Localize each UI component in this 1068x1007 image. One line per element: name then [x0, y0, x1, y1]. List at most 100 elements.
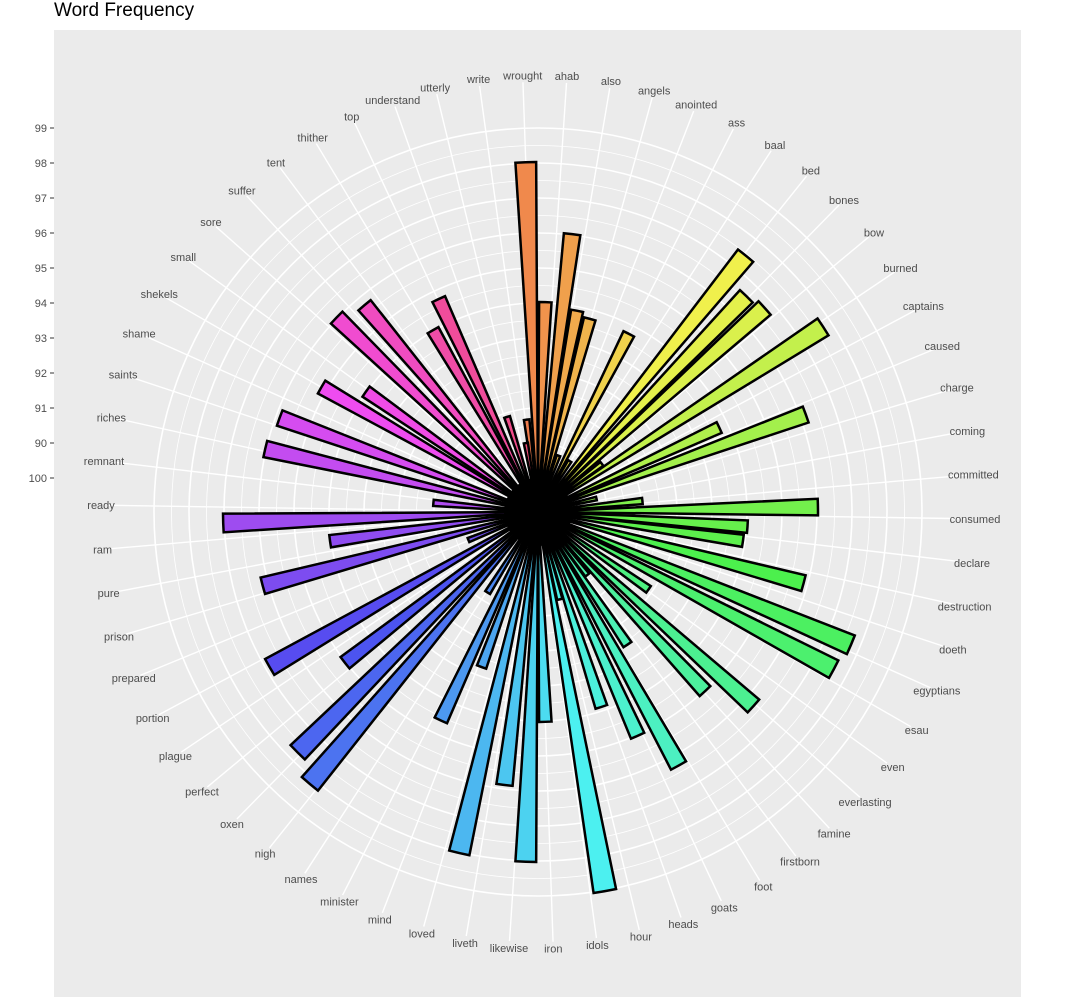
bar — [537, 510, 857, 656]
bar — [356, 298, 539, 513]
bar — [537, 511, 761, 715]
category-label: liveth — [452, 938, 478, 950]
bar — [536, 511, 609, 711]
bar — [537, 510, 746, 549]
category-label: ahab — [555, 71, 579, 83]
category-label: shame — [123, 328, 156, 340]
category-label: ass — [728, 118, 746, 130]
y-tick-label: 92 — [35, 368, 47, 380]
bar — [537, 288, 755, 513]
y-tick-label: 97 — [35, 193, 47, 205]
category-label: angels — [638, 86, 671, 98]
category-label: famine — [818, 828, 851, 840]
bar — [494, 511, 540, 788]
category-label: iron — [544, 944, 562, 956]
bar — [537, 316, 831, 514]
bar — [447, 511, 540, 857]
category-label: burned — [883, 263, 917, 275]
category-label: small — [170, 252, 196, 264]
category-label: oxen — [220, 819, 244, 831]
category-label: consumed — [950, 514, 1001, 526]
bar — [537, 510, 808, 593]
category-label: likewise — [490, 943, 529, 955]
bar — [536, 511, 688, 772]
category-label: prison — [104, 631, 134, 643]
bar — [261, 439, 539, 514]
bar — [536, 300, 553, 513]
category-label: riches — [97, 412, 127, 424]
bar — [288, 511, 539, 762]
bar — [537, 299, 773, 513]
category-label: captains — [903, 301, 944, 313]
category-label: utterly — [420, 82, 450, 94]
category-label: saints — [109, 370, 138, 382]
bar — [327, 510, 539, 549]
bar — [537, 511, 713, 698]
category-label: mind — [368, 914, 392, 926]
category-label: wrought — [502, 70, 542, 82]
bar — [536, 315, 598, 513]
category-label: names — [285, 874, 319, 886]
bar — [537, 497, 820, 517]
bar — [537, 510, 653, 595]
bar — [430, 294, 540, 513]
y-tick-label: 90 — [35, 438, 47, 450]
y-tick-label: 95 — [35, 263, 47, 275]
category-label: prepared — [112, 673, 156, 685]
category-label: esau — [905, 725, 929, 737]
bar — [300, 511, 539, 793]
bar — [536, 511, 646, 741]
category-label: destruction — [938, 602, 992, 614]
bar — [360, 384, 539, 514]
y-tick-label: 93 — [35, 333, 47, 345]
y-tick-label: 100 — [29, 473, 47, 485]
bar — [329, 309, 539, 513]
bar — [514, 160, 540, 513]
bar — [537, 420, 724, 514]
bar — [536, 511, 618, 895]
category-label: doeth — [939, 644, 967, 656]
category-label: bones — [829, 195, 859, 207]
category-label: everlasting — [838, 797, 891, 809]
category-label: suffer — [228, 186, 256, 198]
bar — [536, 511, 553, 724]
y-tick-label: 94 — [35, 298, 47, 310]
bar — [316, 378, 539, 514]
bar — [425, 325, 540, 513]
category-label: minister — [320, 896, 359, 908]
center-hub — [504, 478, 572, 546]
y-tick-label: 91 — [35, 403, 47, 415]
category-label: hour — [630, 932, 652, 944]
category-label: tent — [267, 157, 285, 169]
y-tick-label: 99 — [35, 123, 47, 135]
category-label: ram — [93, 544, 112, 556]
bar — [537, 510, 840, 680]
category-label: ready — [87, 500, 115, 512]
category-labels: wrought ahab also angels anointed ass baal bed b… — [84, 70, 1001, 955]
category-label: write — [466, 74, 490, 86]
category-label: also — [601, 76, 621, 88]
category-label: plague — [159, 751, 192, 763]
bars — [221, 160, 857, 895]
bar — [432, 511, 540, 725]
category-label: charge — [940, 383, 974, 395]
category-label: caused — [924, 341, 959, 353]
category-label: foot — [754, 881, 772, 893]
bar — [536, 329, 636, 513]
y-tick-label: 98 — [35, 158, 47, 170]
category-label: heads — [668, 919, 698, 931]
category-label: portion — [136, 713, 170, 725]
bar — [275, 408, 539, 514]
category-label: thither — [297, 133, 328, 145]
category-label: anointed — [675, 100, 717, 112]
category-label: nigh — [255, 848, 276, 860]
category-label: firstborn — [780, 857, 820, 869]
bar — [537, 247, 755, 513]
category-label: top — [344, 112, 359, 124]
category-label: shekels — [141, 289, 179, 301]
category-label: egyptians — [913, 686, 961, 698]
category-label: coming — [950, 426, 985, 438]
category-label: idols — [586, 940, 609, 952]
bar — [338, 510, 539, 671]
